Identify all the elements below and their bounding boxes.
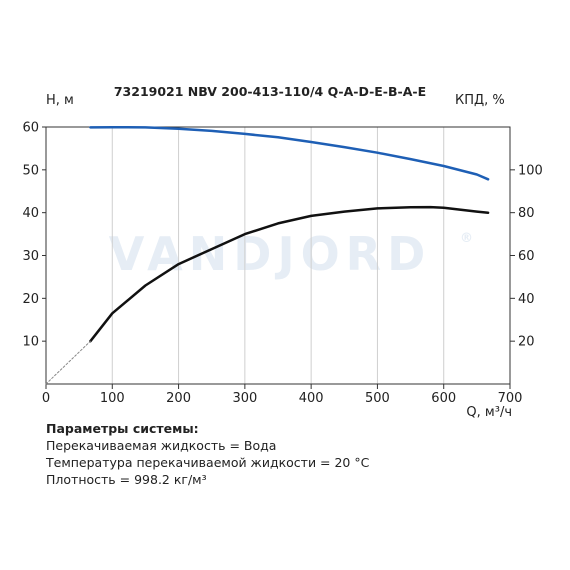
- y-tick-label: 10: [22, 335, 39, 350]
- pump-curve-chart: VANDJORD ® 0 100 200 300 400 500 600 700 10 20 30 4…: [22, 84, 542, 420]
- y2-tick-label: 60: [518, 249, 535, 264]
- watermark-registered-mark: ®: [460, 231, 473, 246]
- x-tick-label: 700: [498, 391, 523, 406]
- y2-tick-label: 80: [518, 206, 535, 221]
- axes: 0 100 200 300 400 500 600 700 10 20 30 40 50 60 20 40 60…: [22, 121, 542, 407]
- x-axis-label: Q, м³/ч: [466, 405, 512, 420]
- x-tick-label: 500: [365, 391, 390, 406]
- system-parameters-heading: Параметры системы:: [46, 421, 199, 436]
- y-tick-label: 50: [22, 163, 39, 178]
- y2-tick-label: 20: [518, 335, 535, 350]
- head-curve: [89, 125, 490, 181]
- y-axis-label: H, м: [46, 93, 74, 108]
- param-density: Плотность = 998.2 кг/м³: [46, 472, 207, 487]
- plot-frame: [45, 126, 511, 385]
- x-tick-label: 0: [42, 391, 50, 406]
- efficiency-extension-line: [45, 340, 91, 385]
- x-tick-label: 200: [166, 391, 191, 406]
- x-tick-label: 600: [431, 391, 456, 406]
- x-tick-label: 400: [299, 391, 324, 406]
- y-tick-label: 20: [22, 292, 39, 307]
- y2-axis-label: КПД, %: [455, 93, 505, 108]
- y-tick-label: 30: [22, 249, 39, 264]
- param-liquid: Перекачиваемая жидкость = Вода: [46, 438, 277, 453]
- series: [45, 125, 490, 385]
- y-tick-label: 60: [22, 121, 39, 136]
- chart-title: 73219021 NBV 200-413-110/4 Q-A-D-E-B-A-E: [114, 84, 426, 99]
- x-tick-label: 300: [232, 391, 257, 406]
- grid: [111, 127, 445, 384]
- y2-tick-label: 40: [518, 292, 535, 307]
- param-temperature: Температура перекачиваемой жидкости = 20…: [46, 455, 370, 470]
- y2-tick-label: 100: [518, 163, 543, 178]
- x-tick-label: 100: [100, 391, 125, 406]
- system-parameters: Параметры системы: Перекачиваемая жидкос…: [46, 420, 369, 488]
- watermark: VANDJORD ®: [109, 227, 473, 281]
- efficiency-curve: [89, 205, 490, 343]
- watermark-text: VANDJORD: [109, 227, 432, 281]
- y-tick-label: 40: [22, 206, 39, 221]
